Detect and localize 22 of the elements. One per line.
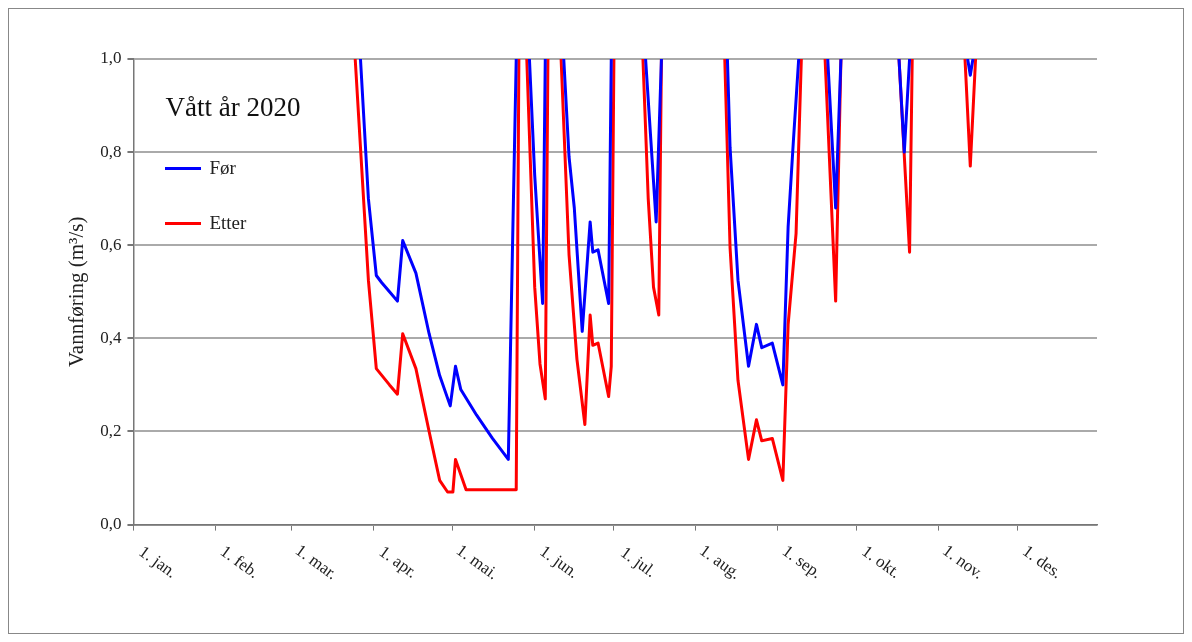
x-tick-label: 1. okt. [858,541,905,583]
x-tick-label: 1. mar. [291,540,341,584]
y-tick-label: 0,8 [100,141,122,161]
y-tick-label: 0,4 [100,327,122,347]
x-tick-label: 1. jul. [617,542,660,581]
y-tick-label: 1,0 [100,48,122,68]
x-tick-label: 1. feb. [216,541,263,583]
x-tick-label: 1. mai. [453,540,502,584]
y-tick-label: 0,0 [100,514,122,534]
legend-label: Før [209,157,236,179]
y-axis-title: Vannføring (m³/s) [64,216,89,367]
x-tick-label: 1. aug. [696,540,745,583]
y-tick-label: 0,2 [100,420,122,440]
text: Vått år 2020 [165,92,301,123]
x-tick-label: 1. nov. [939,540,988,583]
x-tick-label: 1. des. [1019,541,1066,583]
y-tick-label: 0,6 [100,234,122,254]
x-tick-label: 1. apr. [375,541,421,582]
x-tick-label: 1. sep. [778,541,826,583]
x-tick-label: 1. jun. [536,541,583,583]
legend-label: Etter [209,212,247,234]
x-tick-label: 1. jan. [135,541,181,582]
